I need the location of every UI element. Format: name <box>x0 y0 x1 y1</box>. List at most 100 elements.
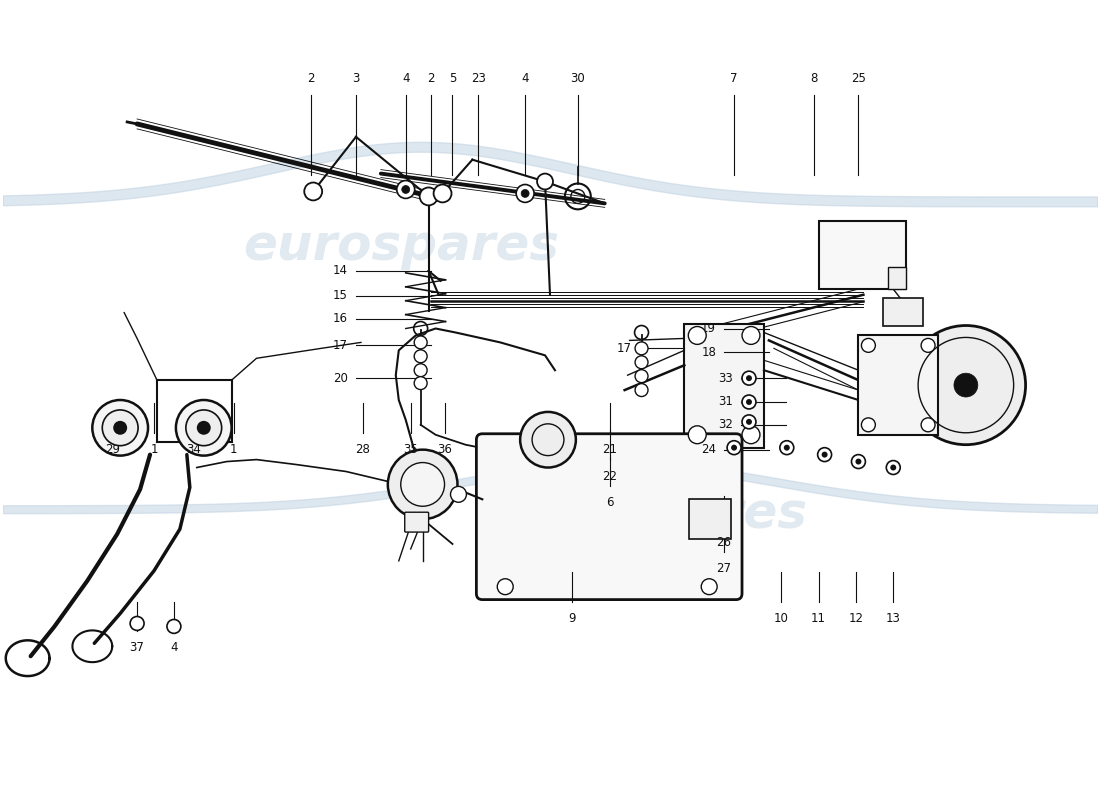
Circle shape <box>92 400 148 456</box>
Circle shape <box>921 338 935 352</box>
Circle shape <box>521 190 529 198</box>
Circle shape <box>635 342 648 355</box>
Circle shape <box>906 326 1025 445</box>
Text: 18: 18 <box>702 346 716 359</box>
Circle shape <box>784 445 790 450</box>
Circle shape <box>727 441 741 454</box>
Text: 23: 23 <box>471 72 486 86</box>
Text: 19: 19 <box>701 322 716 335</box>
Text: 11: 11 <box>811 611 826 625</box>
Text: 1: 1 <box>151 442 157 456</box>
Circle shape <box>861 418 876 432</box>
Circle shape <box>402 186 409 194</box>
Circle shape <box>415 350 427 362</box>
Text: 17: 17 <box>617 342 631 355</box>
Text: 6: 6 <box>606 496 614 510</box>
Bar <box>889 267 906 289</box>
Bar <box>883 298 923 326</box>
Circle shape <box>397 181 415 198</box>
FancyBboxPatch shape <box>405 512 429 532</box>
Text: 12: 12 <box>849 611 864 625</box>
Circle shape <box>415 364 427 377</box>
Circle shape <box>856 458 861 465</box>
Text: 34: 34 <box>186 442 201 456</box>
Text: 5: 5 <box>449 72 456 86</box>
Text: 26: 26 <box>716 536 732 549</box>
Circle shape <box>305 182 322 200</box>
Circle shape <box>176 400 232 456</box>
Circle shape <box>130 617 144 630</box>
Text: 17: 17 <box>333 339 348 352</box>
Circle shape <box>400 462 444 506</box>
Circle shape <box>742 395 756 409</box>
Circle shape <box>954 373 978 397</box>
Text: 24: 24 <box>701 443 716 456</box>
Circle shape <box>415 377 427 390</box>
Text: 33: 33 <box>718 372 733 385</box>
Circle shape <box>746 399 752 405</box>
Circle shape <box>689 326 706 344</box>
Circle shape <box>102 410 139 446</box>
Text: 8: 8 <box>810 72 817 86</box>
Circle shape <box>742 415 756 429</box>
Circle shape <box>497 578 514 594</box>
Text: 3: 3 <box>352 72 360 86</box>
Text: 31: 31 <box>718 395 733 409</box>
Circle shape <box>780 441 794 454</box>
Circle shape <box>817 448 832 462</box>
Circle shape <box>520 412 576 467</box>
Circle shape <box>415 336 427 349</box>
Bar <box>690 499 732 539</box>
Circle shape <box>420 187 438 206</box>
Text: eurospares: eurospares <box>243 222 559 270</box>
Circle shape <box>742 371 756 385</box>
Text: 2: 2 <box>308 72 315 86</box>
Bar <box>684 323 763 448</box>
Circle shape <box>742 426 760 444</box>
Text: 22: 22 <box>602 470 617 482</box>
Circle shape <box>746 375 752 381</box>
Circle shape <box>186 410 222 446</box>
Circle shape <box>851 454 866 469</box>
Text: 35: 35 <box>404 442 418 456</box>
Text: 4: 4 <box>521 72 529 86</box>
Text: 20: 20 <box>333 372 348 385</box>
Circle shape <box>746 419 752 425</box>
Text: 4: 4 <box>170 642 178 654</box>
Text: 15: 15 <box>333 290 348 302</box>
Text: 25: 25 <box>851 72 866 86</box>
Text: 9: 9 <box>568 611 575 625</box>
Circle shape <box>433 185 451 202</box>
Text: 37: 37 <box>130 642 144 654</box>
Text: 36: 36 <box>437 442 452 456</box>
Circle shape <box>732 445 737 450</box>
Text: 13: 13 <box>886 611 901 625</box>
Text: 28: 28 <box>355 442 371 456</box>
Text: 27: 27 <box>716 562 732 575</box>
Circle shape <box>742 326 760 344</box>
Text: 1: 1 <box>230 442 238 456</box>
Circle shape <box>887 461 900 474</box>
Text: 21: 21 <box>602 442 617 456</box>
Text: 14: 14 <box>333 265 348 278</box>
Circle shape <box>822 452 827 458</box>
Bar <box>818 222 906 289</box>
Circle shape <box>689 426 706 444</box>
Circle shape <box>516 185 535 202</box>
Circle shape <box>113 421 128 434</box>
Text: 32: 32 <box>718 418 733 431</box>
Circle shape <box>921 418 935 432</box>
Circle shape <box>890 465 896 470</box>
Circle shape <box>537 174 553 190</box>
Circle shape <box>701 578 717 594</box>
Text: eurospares: eurospares <box>492 490 807 538</box>
Circle shape <box>197 421 211 434</box>
Circle shape <box>388 450 458 519</box>
Text: 2: 2 <box>427 72 434 86</box>
Circle shape <box>861 338 876 352</box>
Text: 30: 30 <box>571 72 585 86</box>
Circle shape <box>451 486 466 502</box>
Circle shape <box>635 384 648 397</box>
Circle shape <box>167 619 180 634</box>
Text: 10: 10 <box>773 611 789 625</box>
